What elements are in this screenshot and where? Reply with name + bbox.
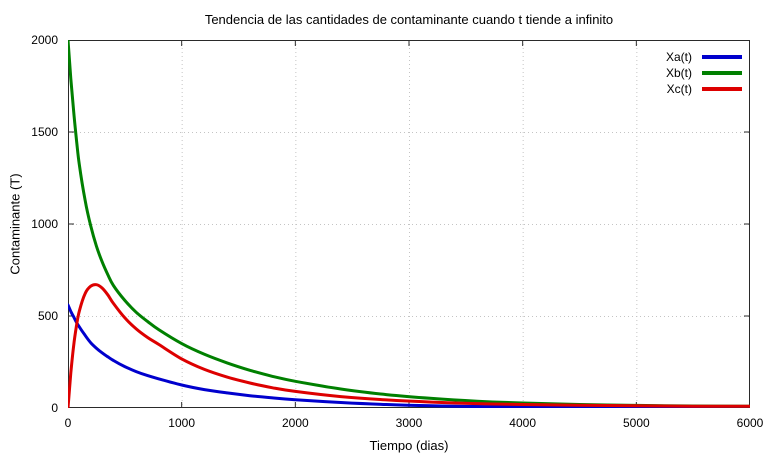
legend-label: Xb(t)	[665, 66, 692, 80]
legend-label: Xc(t)	[666, 82, 692, 96]
legend-entry: Xb(t)	[666, 65, 742, 81]
y-tick-label: 1500	[31, 125, 58, 139]
x-tick-label: 4000	[509, 416, 536, 430]
x-tick-label: 6000	[736, 416, 764, 430]
series-curve-xbt	[68, 40, 750, 408]
x-axis-label: Tiempo (dias)	[369, 438, 449, 453]
legend: Xa(t) Xb(t) Xc(t)	[666, 49, 742, 97]
x-tick-label: 1000	[168, 416, 195, 430]
plot-area	[68, 40, 750, 408]
legend-line-sample	[702, 55, 742, 59]
series-curve-xct	[68, 283, 750, 408]
legend-line-sample	[702, 87, 742, 91]
y-tick-label: 2000	[31, 33, 58, 47]
y-tick-label: 500	[37, 309, 58, 323]
y-tick-label: 0	[51, 401, 58, 415]
x-tick-label: 0	[64, 416, 72, 430]
chart-title: Tendencia de las cantidades de contamina…	[204, 12, 614, 27]
legend-label: Xa(t)	[665, 50, 692, 64]
series-curve-xat	[68, 303, 750, 408]
x-tick-label: 2000	[281, 416, 309, 430]
y-tick-label: 1000	[31, 217, 58, 231]
x-tick-label: 5000	[622, 416, 650, 430]
legend-entry: Xc(t)	[666, 81, 742, 97]
x-tick-label: 3000	[395, 416, 423, 430]
legend-entry: Xa(t)	[666, 49, 742, 65]
legend-line-sample	[702, 71, 742, 75]
